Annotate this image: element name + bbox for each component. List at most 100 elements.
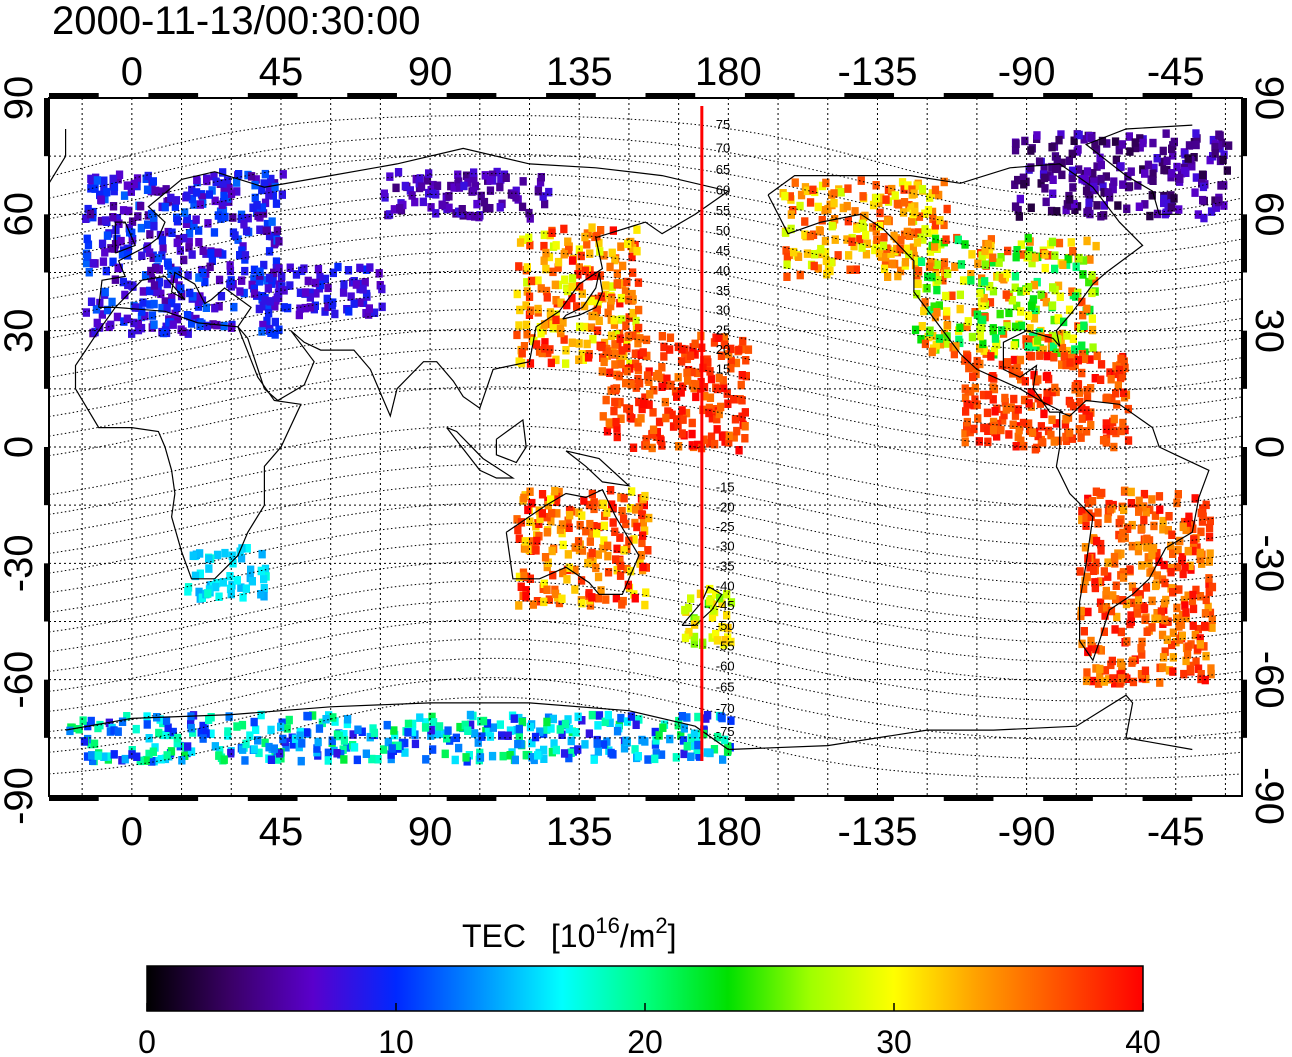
tec-cell [255, 748, 263, 758]
frame-bar-bottom [744, 796, 795, 801]
tec-cell [672, 753, 680, 762]
tec-cell [536, 727, 544, 736]
tec-cell [989, 253, 997, 262]
tec-cell [1109, 184, 1117, 194]
tec-cell [1160, 560, 1168, 570]
tec-cell [520, 342, 529, 351]
tec-cell [184, 329, 192, 338]
frame-bar-top [247, 93, 298, 98]
tec-cell [255, 277, 264, 286]
tec-cell [205, 554, 213, 564]
tec-cell [164, 261, 172, 270]
tec-cell [978, 301, 986, 310]
frame-bar-top [49, 93, 99, 98]
tec-cell [249, 203, 257, 212]
tec-cell [921, 225, 929, 234]
tec-cell [1003, 269, 1011, 278]
frame-bar-bottom [148, 796, 199, 801]
tec-cell [185, 229, 194, 238]
tec-cell [1008, 365, 1016, 374]
tec-cell [210, 171, 218, 181]
tec-cell [639, 518, 647, 527]
tec-cell [1136, 143, 1144, 152]
tec-cell [261, 738, 269, 748]
tec-cell [1065, 305, 1074, 315]
tec-cell [151, 263, 160, 273]
tec-cell [259, 320, 267, 330]
tec-cell [881, 259, 890, 268]
tec-cell [159, 328, 168, 338]
tec-cell [574, 537, 583, 546]
tec-cell [1141, 666, 1150, 675]
tec-cell [983, 408, 992, 418]
tec-cell [1021, 136, 1029, 146]
coastline [65, 694, 1193, 751]
tec-cell [195, 587, 203, 597]
tec-cell [1159, 663, 1167, 672]
tec-cell [609, 750, 617, 759]
tec-cell [1194, 664, 1203, 673]
tec-cell [1048, 415, 1056, 424]
tec-cell [1113, 612, 1121, 622]
tec-cell [700, 435, 708, 444]
tec-cell [557, 298, 565, 307]
tec-cell [133, 174, 142, 183]
tec-cell [611, 360, 619, 369]
tec-cell [337, 750, 345, 759]
tec-cell [952, 342, 960, 351]
tec-cell [894, 271, 902, 281]
chart-title: 2000-11-13/00:30:00 [52, 0, 420, 43]
tec-cell [211, 196, 219, 206]
tec-cell [964, 317, 972, 326]
tec-cell [1211, 142, 1219, 152]
tec-cell [353, 755, 361, 765]
tec-cell [199, 246, 207, 255]
tec-cell [560, 749, 569, 758]
tec-cell [1178, 553, 1187, 562]
tec-cell [271, 317, 279, 327]
colorbar-unit-base: [10 [551, 918, 595, 954]
tec-cell [1080, 135, 1088, 144]
tec-cell [148, 757, 156, 766]
tec-cell [1182, 168, 1190, 177]
tec-cell [267, 328, 275, 337]
tec-cell [635, 305, 643, 315]
tec-cell [942, 339, 951, 348]
tec-cell [559, 318, 567, 327]
tec-cell [143, 712, 151, 721]
tec-cell [1020, 180, 1028, 189]
tec-cell [250, 289, 259, 298]
tec-cell [1194, 644, 1202, 653]
tec-cell [518, 717, 526, 727]
tec-cell [674, 373, 682, 382]
tec-cell [96, 323, 104, 332]
tec-cell [929, 214, 937, 223]
tec-cell [486, 186, 495, 195]
right-lat-tick-label: -90 [1247, 767, 1291, 825]
tec-cell [783, 252, 791, 262]
tec-cell [583, 240, 591, 249]
tec-cell [1197, 508, 1205, 518]
tec-cell [543, 725, 551, 734]
tec-cell [574, 745, 582, 754]
tec-cell [1066, 195, 1074, 204]
tec-cell [250, 284, 258, 294]
tec-cell [1188, 162, 1196, 171]
tec-cell [521, 544, 530, 553]
frame-bar-left [44, 679, 49, 738]
tec-cell [963, 322, 971, 332]
tec-cell [1102, 586, 1110, 596]
tec-cell [1117, 426, 1125, 436]
top-longitude-axis: 0 45 90 135 180 -135 -90 -45 [121, 50, 1205, 94]
tec-cell [536, 514, 544, 524]
tec-cell [797, 190, 806, 200]
tec-cell [1043, 351, 1051, 361]
tec-cell [1184, 591, 1192, 600]
tec-cell [679, 382, 687, 391]
tec-cell [897, 235, 905, 245]
tec-cell [235, 170, 243, 179]
tec-cell [1127, 598, 1135, 608]
tec-cell [1160, 599, 1169, 608]
tec-cell [1003, 322, 1011, 331]
tec-cell [102, 266, 110, 276]
